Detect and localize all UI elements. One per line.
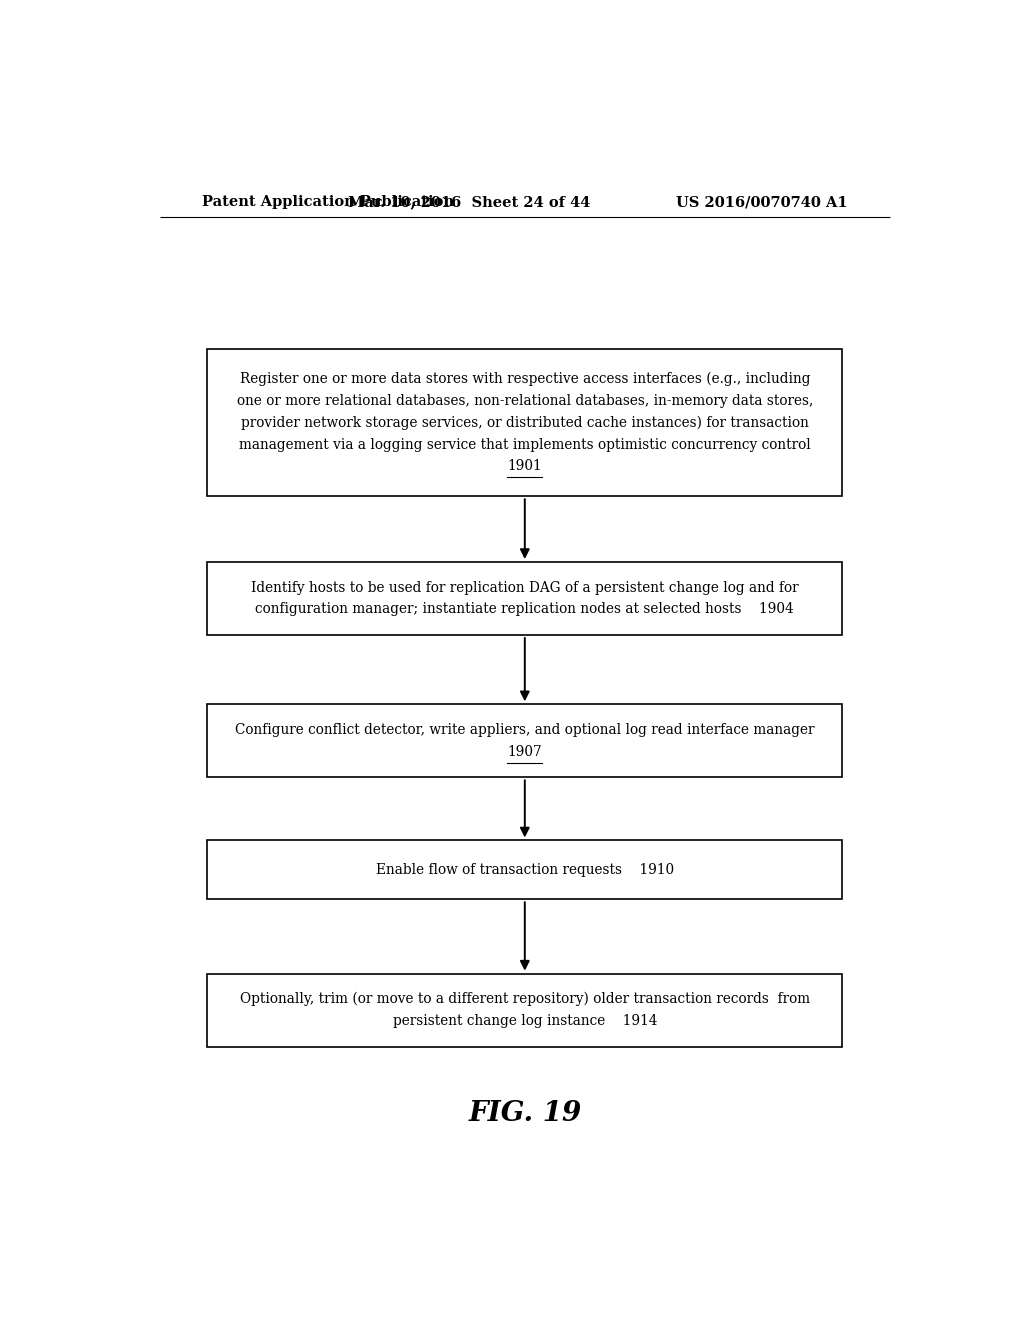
Text: one or more relational databases, non-relational databases, in-memory data store: one or more relational databases, non-re…: [237, 393, 813, 408]
Bar: [207, 974, 843, 1047]
Text: Mar. 10, 2016  Sheet 24 of 44: Mar. 10, 2016 Sheet 24 of 44: [348, 195, 591, 209]
Bar: [207, 841, 843, 899]
Bar: [207, 704, 843, 777]
Text: provider network storage services, or distributed cache instances) for transacti: provider network storage services, or di…: [241, 416, 809, 430]
Text: 1901: 1901: [508, 459, 542, 474]
Text: 1907: 1907: [508, 744, 542, 759]
Text: FIG. 19: FIG. 19: [468, 1101, 582, 1127]
Text: management via a logging service that implements optimistic concurrency control: management via a logging service that im…: [239, 437, 811, 451]
Text: US 2016/0070740 A1: US 2016/0070740 A1: [676, 195, 848, 209]
Text: Identify hosts to be used for replication DAG of a persistent change log and for: Identify hosts to be used for replicatio…: [251, 581, 799, 594]
Text: Optionally, trim (or move to a different repository) older transaction records  : Optionally, trim (or move to a different…: [240, 993, 810, 1006]
Text: configuration manager; instantiate replication nodes at selected hosts    1904: configuration manager; instantiate repli…: [255, 602, 795, 616]
Text: Configure conflict detector, write appliers, and optional log read interface man: Configure conflict detector, write appli…: [236, 723, 814, 737]
Bar: [207, 562, 843, 635]
Text: Enable flow of transaction requests    1910: Enable flow of transaction requests 1910: [376, 863, 674, 876]
Text: persistent change log instance    1914: persistent change log instance 1914: [392, 1014, 657, 1028]
Text: Patent Application Publication: Patent Application Publication: [202, 195, 454, 209]
Text: Register one or more data stores with respective access interfaces (e.g., includ: Register one or more data stores with re…: [240, 372, 810, 387]
Bar: [207, 348, 843, 496]
